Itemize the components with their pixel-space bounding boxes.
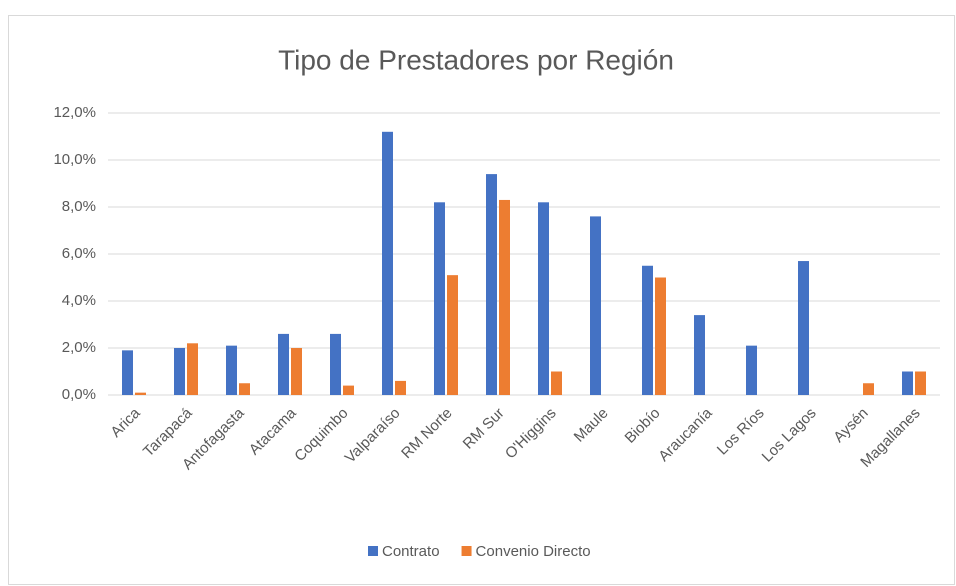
bar <box>226 345 237 395</box>
bar <box>915 371 926 395</box>
bar <box>239 383 250 395</box>
bar <box>174 348 185 395</box>
y-tick-label: 4,0% <box>62 292 96 309</box>
legend-label: Convenio Directo <box>476 543 591 560</box>
bar <box>746 345 757 395</box>
bar <box>291 348 302 395</box>
bar <box>395 380 406 395</box>
bar <box>902 371 913 395</box>
legend-swatch <box>368 546 378 556</box>
bar <box>642 265 653 395</box>
legend-label: Contrato <box>382 543 440 560</box>
bar <box>122 350 133 395</box>
bar <box>499 199 510 395</box>
bar <box>486 174 497 395</box>
chart-border <box>8 15 955 585</box>
bar <box>447 275 458 395</box>
legend-swatch <box>461 546 472 556</box>
bar <box>187 343 198 395</box>
y-tick-label: 12,0% <box>53 104 96 121</box>
bar <box>382 131 393 396</box>
y-tick-label: 6,0% <box>62 245 96 262</box>
y-tick-label: 8,0% <box>62 198 96 215</box>
y-tick-label: 0,0% <box>62 386 96 403</box>
y-tick-label: 10,0% <box>53 151 96 168</box>
bar <box>135 392 146 395</box>
bar <box>694 315 705 395</box>
bar <box>655 277 666 395</box>
bar <box>278 333 289 395</box>
bar <box>863 383 874 395</box>
bar <box>551 371 562 395</box>
bar <box>434 202 445 395</box>
bar <box>343 385 354 395</box>
y-tick-label: 2,0% <box>62 339 96 356</box>
chart-title: Tipo de Prestadores por Región <box>278 44 674 75</box>
bar <box>590 216 601 395</box>
bar <box>538 202 549 395</box>
bar <box>798 261 809 395</box>
bar <box>330 333 341 395</box>
